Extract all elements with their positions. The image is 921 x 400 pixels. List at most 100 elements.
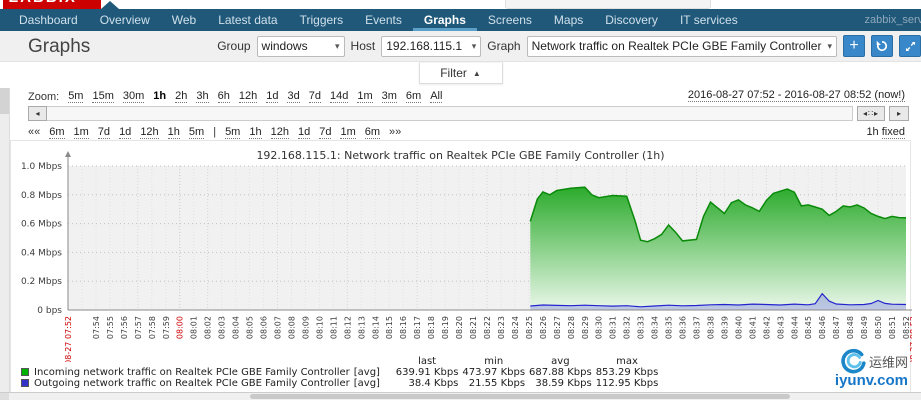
scroll-left-button[interactable]: ◂ — [28, 106, 47, 121]
filter-toggle[interactable]: Filter ▲ — [418, 62, 503, 84]
zoom-link-30m[interactable]: 30m — [122, 90, 145, 103]
shift-fwd-12h[interactable]: 12h — [270, 125, 289, 139]
nav-item-dashboard[interactable]: Dashboard — [19, 13, 78, 27]
fixed-toggle[interactable]: fixed — [881, 126, 905, 139]
shift-back-7d[interactable]: 7d — [97, 125, 111, 139]
graph-label: Graph — [487, 39, 521, 53]
zoom-link-1m[interactable]: 1m — [357, 90, 373, 103]
zoom-link-5m[interactable]: 5m — [68, 90, 84, 103]
zoom-link-6m[interactable]: 6m — [405, 90, 422, 103]
nav-item-it-services[interactable]: IT services — [679, 13, 738, 27]
zoom-link-14d[interactable]: 14d — [329, 90, 349, 103]
zoom-link-all[interactable]: All — [430, 90, 443, 103]
shift-fwd-7d[interactable]: 7d — [319, 125, 332, 139]
svg-text:0.8 Mbps: 0.8 Mbps — [21, 191, 62, 201]
group-select-value: windows — [261, 39, 308, 53]
zoom-link-1d[interactable]: 1d — [266, 90, 279, 103]
zoom-link-2h[interactable]: 2h — [175, 90, 188, 103]
shift-divider: | — [213, 126, 217, 138]
zabbix-logo: ZABBIX — [3, 0, 101, 9]
horizontal-scrollbar[interactable] — [0, 392, 921, 400]
shift-back-12h[interactable]: 12h — [140, 125, 159, 139]
legend-avg-value: 38.59 Kbps — [535, 378, 592, 389]
scroll-right-button[interactable]: ▸ — [889, 106, 909, 121]
svg-text:08:43: 08:43 — [776, 316, 785, 339]
svg-text:07:57: 07:57 — [134, 316, 143, 339]
svg-text:08:06: 08:06 — [260, 316, 269, 339]
svg-text:08:23: 08:23 — [497, 316, 506, 339]
shift-fwd-5m[interactable]: 5m — [225, 125, 241, 139]
shift-back-1m[interactable]: 1m — [73, 125, 89, 139]
legend-fn: [avg] — [353, 378, 380, 389]
svg-text:08:25: 08:25 — [525, 316, 534, 339]
nav-item-discovery[interactable]: Discovery — [605, 13, 658, 27]
legend-header-spacer — [352, 356, 394, 367]
horizontal-scrollbar-handle[interactable] — [250, 394, 790, 399]
svg-text:08:24: 08:24 — [511, 316, 520, 339]
expand-icon — [905, 41, 915, 51]
svg-text:08:47: 08:47 — [832, 316, 841, 339]
svg-text:08:36: 08:36 — [679, 316, 688, 339]
zoom-link-3d[interactable]: 3d — [287, 90, 300, 103]
plus-icon: + — [849, 37, 859, 54]
refresh-button[interactable] — [871, 35, 893, 57]
time-controls: Zoom: 5m 15m 30m 1h 2h 3h 6h 12h 1d 3d 7d 14d 1m 3m 6m… — [12, 89, 909, 140]
fullscreen-button[interactable] — [899, 35, 921, 57]
nav-item-triggers[interactable]: Triggers — [299, 13, 344, 27]
svg-text:08:28: 08:28 — [567, 316, 576, 339]
nav-server-name: zabbix_server — [864, 14, 921, 26]
watermark-site-text: iyunv.com — [834, 372, 908, 389]
zoom-link-15m[interactable]: 15m — [92, 90, 114, 103]
shift-back-1h[interactable]: 1h — [167, 125, 180, 139]
zoom-link-12h[interactable]: 12h — [238, 90, 258, 103]
svg-text:0.4 Mbps: 0.4 Mbps — [21, 248, 62, 258]
nav-item-graphs[interactable]: Graphs — [413, 9, 477, 31]
nav-item-overview[interactable]: Overview — [99, 13, 150, 27]
legend-header-spacer — [19, 356, 352, 367]
svg-text:08:17: 08:17 — [413, 316, 422, 339]
svg-text:0.2 Mbps: 0.2 Mbps — [21, 277, 62, 287]
zabbix-logo-text: ZABBIX — [9, 0, 77, 6]
graph-select[interactable]: Network traffic on Realtek PCIe GBE Fami… — [526, 35, 837, 57]
zoom-label: Zoom: — [28, 90, 60, 103]
svg-text:08:13: 08:13 — [357, 316, 366, 339]
shift-back-1d[interactable]: 1d — [119, 125, 132, 139]
time-scrollbar-track[interactable] — [28, 106, 853, 121]
nav-item-screens[interactable]: Screens — [487, 13, 532, 27]
shift-fwd-1m[interactable]: 1m — [340, 125, 356, 139]
svg-text:08:39: 08:39 — [720, 316, 729, 339]
svg-text:08:37: 08:37 — [693, 316, 702, 339]
svg-text:08:01: 08:01 — [190, 316, 199, 339]
shift-fwd-chevrons[interactable]: »» — [389, 126, 402, 138]
iyunv-logo-icon — [841, 348, 866, 374]
chevron-down-icon: ▾ — [827, 40, 832, 51]
time-range-link[interactable]: 2016-08-27 07:52 - 2016-08-27 08:52 (now… — [687, 89, 905, 102]
zoom-link-6h[interactable]: 6h — [217, 90, 230, 103]
shift-back-6m[interactable]: 6m — [49, 125, 65, 139]
zoom-link-1h[interactable]: 1h — [153, 90, 167, 102]
shift-back-chevrons[interactable]: «« — [28, 126, 41, 138]
host-select[interactable]: 192.168.115.1 ▾ — [381, 35, 482, 57]
shift-row: «« 6m 1m 7d 1d 12h 1h 5m | 5m 1h 12h 1d 7d 1m 6m »» … — [12, 124, 909, 140]
zoom-link-3h[interactable]: 3h — [196, 90, 209, 103]
nav-item-web[interactable]: Web — [171, 13, 197, 27]
graph-select-value: Network traffic on Realtek PCIe GBE Fami… — [531, 39, 822, 53]
nav-item-latest-data[interactable]: Latest data — [218, 13, 278, 27]
group-select[interactable]: windows ▾ — [256, 35, 345, 57]
zoom-row: Zoom: 5m 15m 30m 1h 2h 3h 6h 12h 1d 3d 7d 14d 1m 3m 6m… — [12, 89, 909, 104]
add-button[interactable]: + — [843, 35, 865, 57]
nav-item-events[interactable]: Events — [365, 13, 402, 27]
shift-fwd-1h[interactable]: 1h — [249, 125, 262, 139]
legend-row: Outgoing network traffic on Realtek PCIe… — [19, 378, 660, 389]
svg-text:08:10: 08:10 — [315, 316, 324, 339]
nav-item-maps[interactable]: Maps — [553, 13, 584, 27]
shift-fwd-6m[interactable]: 6m — [364, 125, 381, 139]
shift-fwd-1d[interactable]: 1d — [297, 125, 311, 139]
svg-text:08:07: 08:07 — [274, 316, 283, 339]
zoom-link-3m[interactable]: 3m — [381, 90, 397, 103]
toolbar: Graphs Group windows ▾ Host 192.168.115.1… — [0, 31, 921, 62]
shift-back-5m[interactable]: 5m — [188, 125, 205, 139]
svg-text:08:50: 08:50 — [874, 316, 883, 339]
scroll-range-handle[interactable]: ◂∷▸ — [857, 106, 885, 121]
zoom-link-7d[interactable]: 7d — [308, 90, 321, 103]
